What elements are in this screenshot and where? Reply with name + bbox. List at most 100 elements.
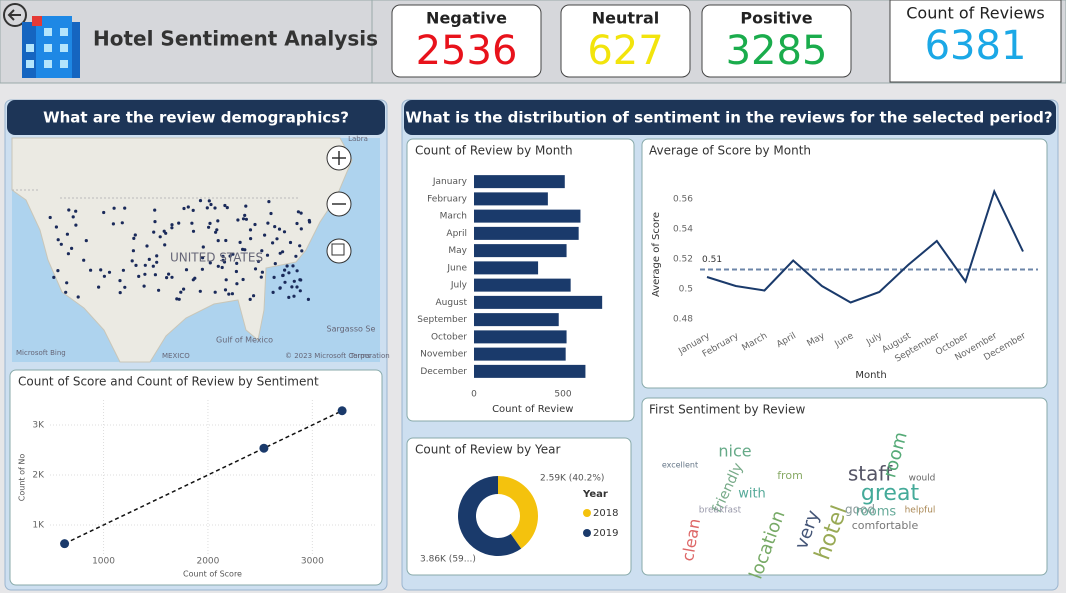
map-point <box>74 223 78 227</box>
map-point <box>295 269 299 273</box>
map-point <box>208 221 212 225</box>
map-point <box>65 232 69 236</box>
map-point <box>287 295 291 299</box>
kpi-card <box>889 0 1062 83</box>
word: staff <box>848 462 894 486</box>
map-point <box>111 222 115 226</box>
map-point <box>131 249 135 253</box>
bar <box>474 192 548 206</box>
kpi-value: 3285 <box>726 28 828 74</box>
map-zoom-in[interactable] <box>326 145 352 171</box>
map-point <box>177 221 181 225</box>
map-point <box>134 263 138 267</box>
map-point <box>253 222 257 227</box>
map-point <box>273 225 277 229</box>
x-axis-title: Count of Score <box>183 570 242 579</box>
bar <box>474 175 565 189</box>
map-point <box>296 210 300 214</box>
word: helpful <box>905 506 936 516</box>
map-point <box>66 252 70 256</box>
map-point <box>153 273 157 277</box>
map-point <box>59 242 63 246</box>
x-tick-label: 3000 <box>301 557 324 567</box>
map-point <box>248 228 253 232</box>
map-point <box>170 275 174 279</box>
x-tick-label: 1000 <box>92 557 115 567</box>
legend-label: 2018 <box>593 508 618 519</box>
map-point <box>67 208 71 212</box>
map-point <box>167 272 171 276</box>
map-point <box>281 250 285 254</box>
map-point <box>200 267 204 271</box>
map-label: Microsoft Bing <box>16 349 66 357</box>
map-point <box>123 285 127 289</box>
y-axis-title: Average of Score <box>651 212 662 297</box>
map-point <box>157 288 161 292</box>
bar <box>474 261 539 275</box>
map-point <box>272 275 276 279</box>
map-point <box>145 244 149 248</box>
map-point <box>230 292 234 296</box>
map-point <box>216 264 220 268</box>
map-point <box>207 225 211 229</box>
hotel-icon <box>22 16 80 78</box>
map-point <box>283 268 287 272</box>
map-point <box>215 228 219 232</box>
panel-title: What is the distribution of sentiment in… <box>405 109 1052 127</box>
map-point <box>307 218 311 223</box>
map-point <box>84 239 88 243</box>
chart-title: First Sentiment by Review <box>649 403 805 417</box>
y-tick-label: 0.5 <box>679 285 693 295</box>
y-tick-label: November <box>420 350 467 360</box>
y-tick-label: 0.48 <box>673 315 693 325</box>
map-label: Terms <box>349 352 371 360</box>
map-point <box>48 215 52 220</box>
map-point <box>54 225 59 229</box>
map-point <box>231 252 235 256</box>
kpi-label: Negative <box>426 9 507 28</box>
map-point <box>291 264 295 268</box>
x-axis-title: Count of Review <box>492 404 573 415</box>
map-point <box>278 286 282 290</box>
map-point <box>256 259 261 263</box>
map-point <box>64 290 68 294</box>
map-point <box>190 221 194 225</box>
map-point <box>292 294 296 298</box>
back-button[interactable] <box>3 3 27 27</box>
kpi-value: 2536 <box>416 28 518 74</box>
map-point <box>152 230 156 234</box>
y-axis-title: Count of No <box>18 454 27 502</box>
map-point <box>118 291 122 295</box>
kpi-label: Neutral <box>592 9 659 28</box>
map-point <box>287 271 291 275</box>
map-point <box>220 265 224 270</box>
map-point <box>223 288 228 292</box>
map-point <box>198 199 203 203</box>
map-point <box>295 221 299 226</box>
scatter-point <box>259 443 269 453</box>
map-point <box>267 200 271 204</box>
y-tick-label: September <box>417 315 467 325</box>
trend-line <box>64 410 343 545</box>
map-label: UNITED STATES <box>170 251 263 265</box>
map-point <box>163 243 167 247</box>
y-tick-label: July <box>450 281 468 291</box>
map-point <box>121 268 125 272</box>
map-point <box>76 295 80 299</box>
map-point <box>201 245 205 249</box>
map-zoom-out[interactable] <box>326 191 352 217</box>
map-point <box>241 277 245 282</box>
reference-label: 0.51 <box>702 255 722 265</box>
map-point <box>288 240 293 245</box>
y-tick-label: October <box>431 332 467 342</box>
map-point <box>102 210 106 215</box>
map <box>11 137 380 363</box>
map-point <box>213 206 217 210</box>
map-select[interactable] <box>326 238 352 264</box>
map-label: Labra <box>348 135 368 143</box>
map-point <box>179 290 183 294</box>
map-point <box>102 274 106 278</box>
donut-slice <box>498 475 539 549</box>
word: rooms <box>856 505 897 520</box>
map-point <box>224 278 228 282</box>
